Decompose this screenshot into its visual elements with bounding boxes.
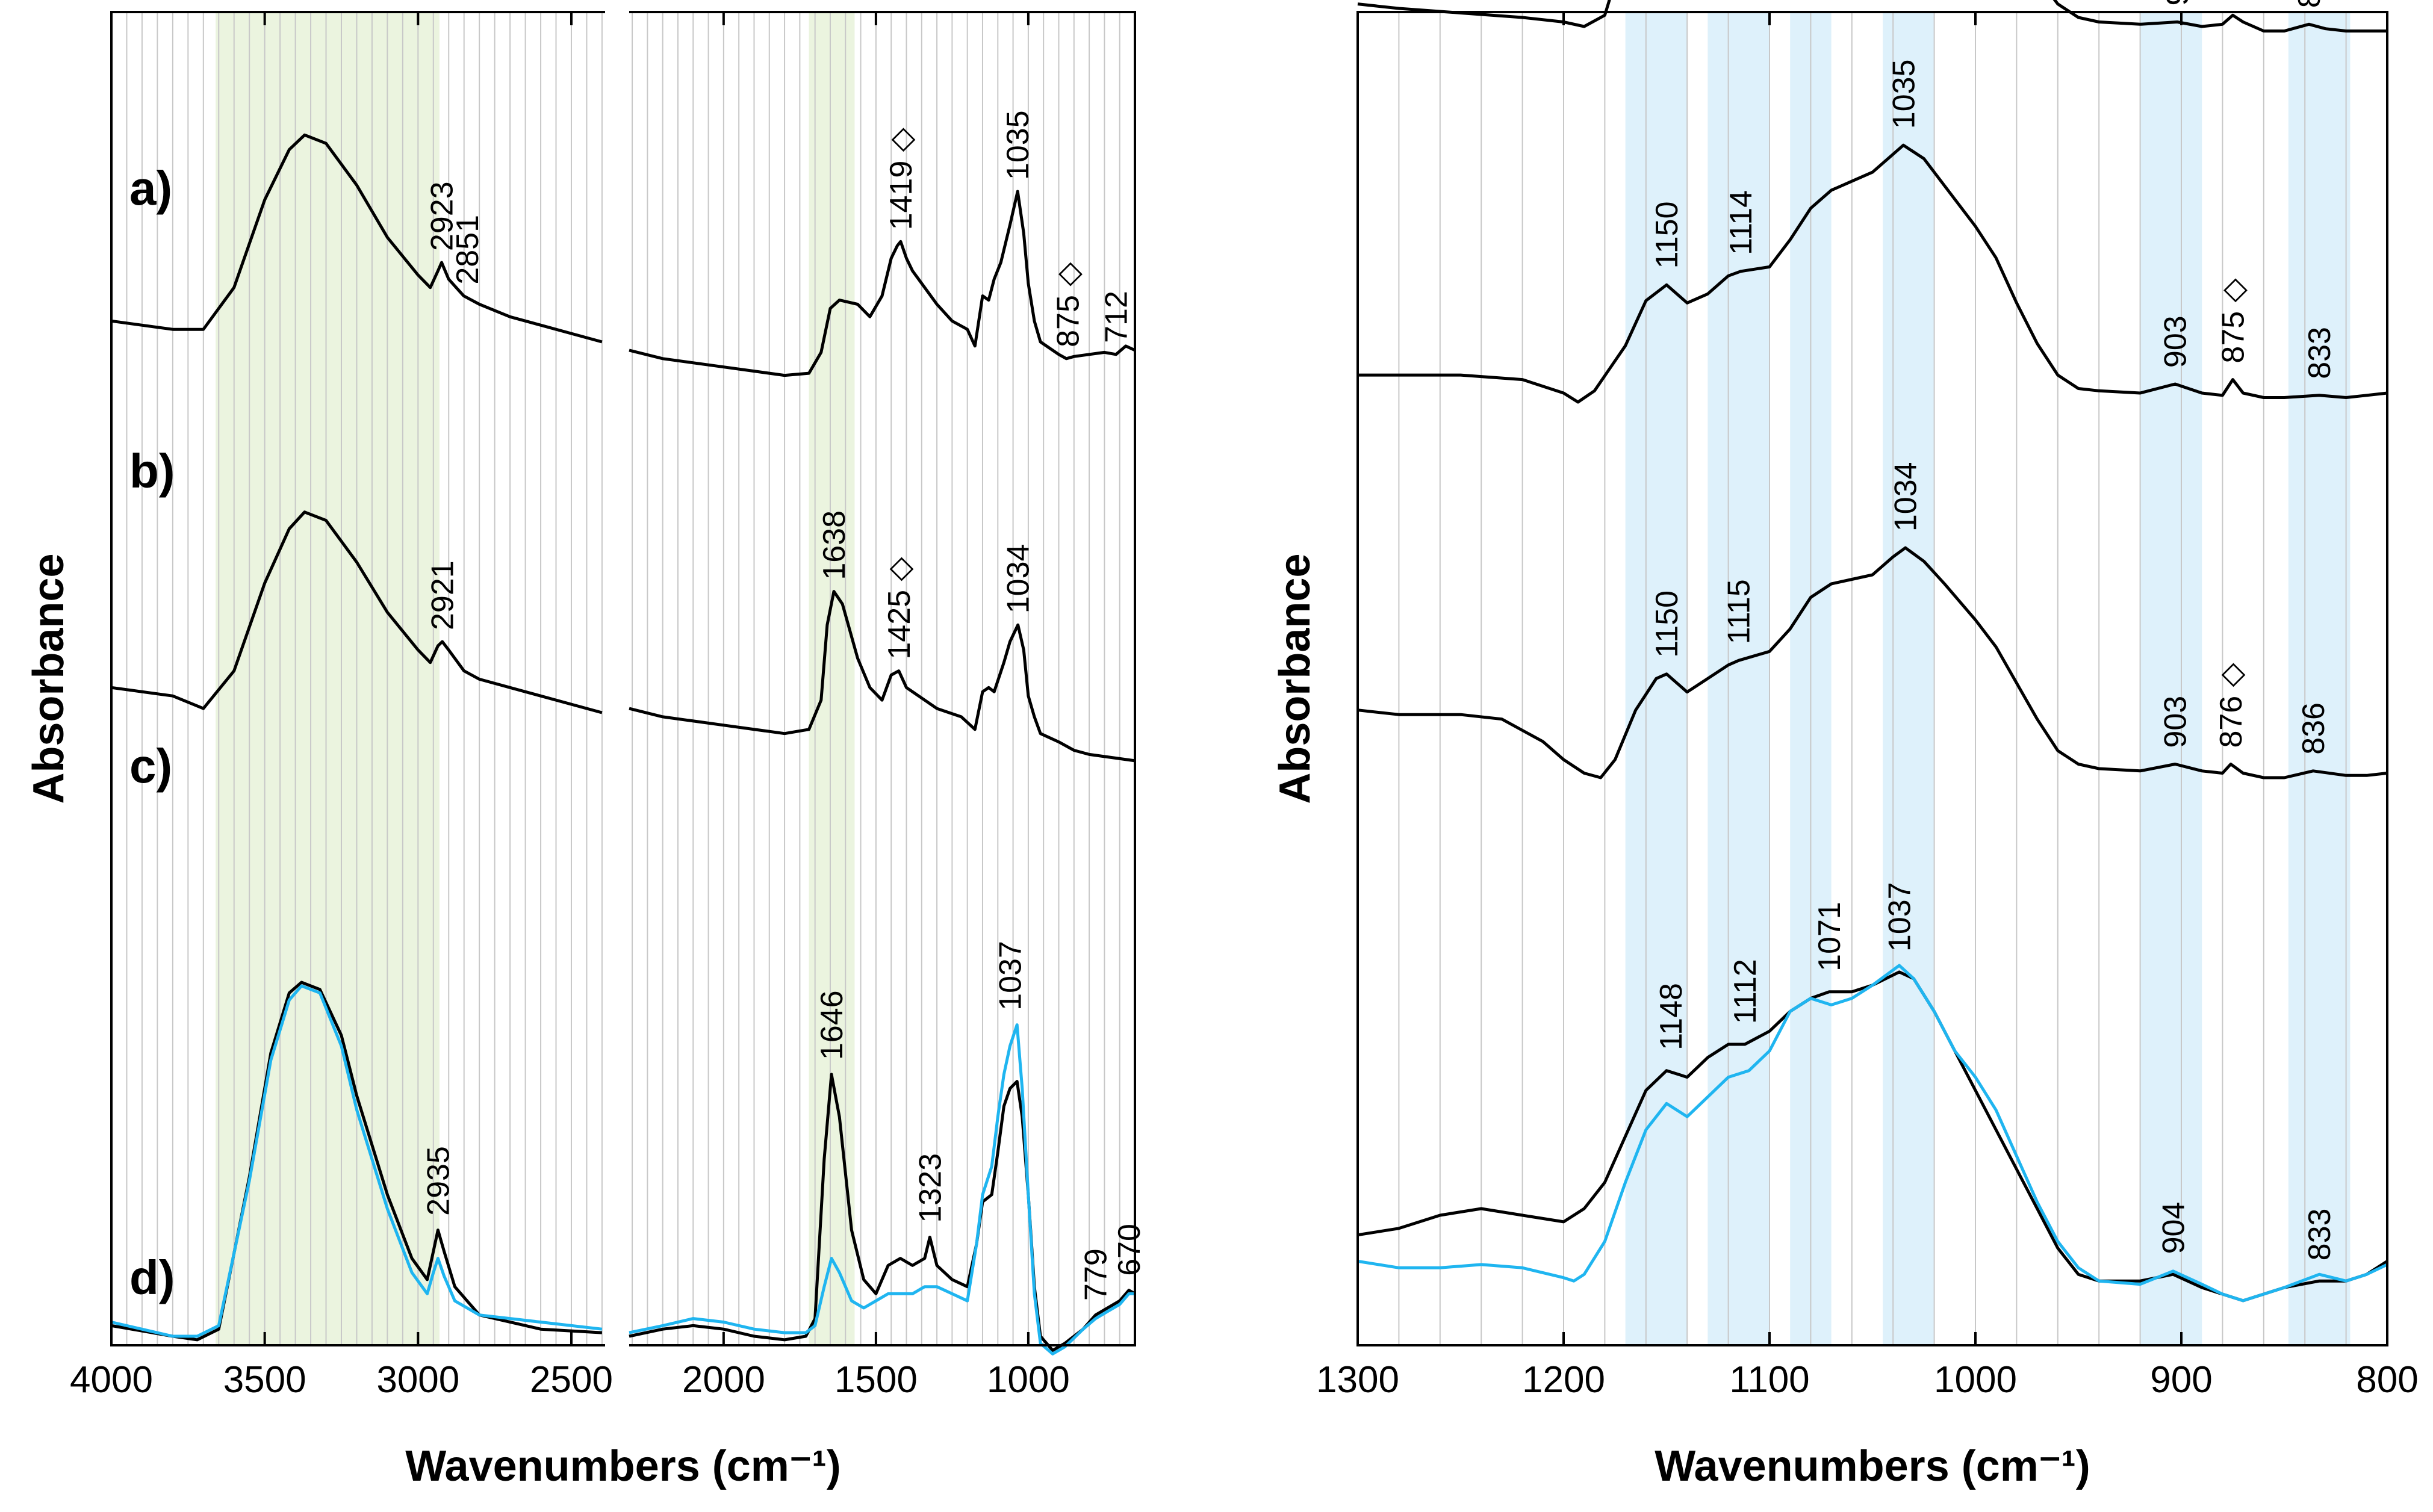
peak-label: 1115 <box>1722 579 1757 644</box>
shaded-region <box>2288 12 2351 1345</box>
x-axis-title: Wavenumbers (cm⁻¹) <box>405 1442 841 1490</box>
left-spectrum-panel: 291829502918 ◇1112875 ◇712◇6782923285114… <box>25 11 1147 1490</box>
shaded-region <box>809 12 855 1345</box>
x-tick-label: 1100 <box>1729 1359 1809 1401</box>
spectrum-line-c <box>629 590 1136 763</box>
peak-label: 1112 <box>1728 959 1763 1024</box>
spectrum-line-a <box>1357 0 2387 33</box>
spectrum-line-d-reference <box>1357 964 2388 1303</box>
peak-label: 2921 <box>426 560 461 630</box>
peak-label: 2935 <box>421 1146 456 1216</box>
peak-label: 833 <box>2302 1209 2337 1261</box>
peak-label: 1425 ◇ <box>882 557 917 659</box>
peak-label: 1037 <box>1882 882 1917 952</box>
peak-label: 833 <box>2302 327 2337 379</box>
spectrum-line-d-reference <box>629 1023 1135 1356</box>
peak-label: 1323 <box>913 1153 948 1223</box>
peak-label: 1071 <box>1812 902 1847 971</box>
peak-label: 904 <box>2156 1202 2191 1254</box>
peak-label: 712 <box>1099 291 1134 343</box>
plot-frame-right-segment <box>629 11 1136 1346</box>
sample-label: c) <box>129 739 172 793</box>
y-axis-title: Absorbance <box>25 553 73 804</box>
spectrum-line-b <box>629 190 1136 377</box>
spectrum-line-d <box>1357 970 2388 1303</box>
peak-label: 1035 <box>1001 110 1036 180</box>
peak-label: 779 <box>1079 1248 1114 1301</box>
spectrum-line-d <box>629 1073 1136 1352</box>
peak-label: 1035 <box>1886 60 1921 129</box>
x-tick-label: 1500 <box>834 1359 918 1401</box>
x-tick-label: 2000 <box>682 1359 765 1401</box>
x-axis-title: Wavenumbers (cm⁻¹) <box>1655 1442 2090 1490</box>
shaded-region <box>1883 12 1934 1345</box>
x-tick-label: 2500 <box>530 1359 613 1401</box>
peak-label: 2923 <box>425 181 460 251</box>
plot-frame <box>1356 11 2388 1346</box>
peak-label: 902 <box>2160 0 2195 6</box>
x-tick-label: 4000 <box>70 1359 153 1401</box>
spectrum-line-c <box>111 510 603 714</box>
shaded-region <box>1707 12 1770 1345</box>
peak-label: 875 ◇ <box>2216 278 2251 363</box>
shaded-region <box>2140 12 2202 1345</box>
x-tick-label: 1200 <box>1522 1359 1605 1401</box>
peak-label: 2851 <box>450 215 485 285</box>
peak-label: 1419 ◇ <box>884 128 919 230</box>
y-axis-title: Absorbance <box>1271 553 1319 804</box>
x-tick-label: 1000 <box>1934 1359 2017 1401</box>
peak-label: 1148 <box>1654 983 1689 1050</box>
x-tick-label: 3500 <box>223 1359 306 1401</box>
peak-label: 1646 <box>815 990 850 1060</box>
x-tick-label: 800 <box>2356 1359 2418 1401</box>
sample-label: d) <box>129 1251 175 1304</box>
x-tick-label: 1000 <box>987 1359 1070 1401</box>
peak-label: 836 <box>2296 702 2331 755</box>
spectrum-line-b <box>111 133 603 344</box>
peak-label: 1114 <box>1724 190 1759 255</box>
x-tick-label: 900 <box>2150 1359 2212 1401</box>
peak-label: 1150 <box>1650 202 1685 269</box>
sample-label: a) <box>129 161 172 215</box>
x-tick-label: 1300 <box>1316 1359 1399 1401</box>
peak-label: 875 ◇ <box>1051 262 1086 347</box>
peak-label: 876 ◇ <box>2214 663 2249 748</box>
peak-label: 903 <box>2158 696 2193 748</box>
axis-break-gap <box>605 12 629 1345</box>
peak-label: 1037 <box>993 941 1028 1011</box>
right-spectrum-panel: 1152111210601035902875 ◇8381150111410359… <box>1271 0 2419 1490</box>
peak-label: 838 <box>2292 0 2327 8</box>
spectrum-line-d-reference <box>111 984 603 1338</box>
sample-label: b) <box>129 444 175 498</box>
peak-label: 1150 <box>1650 590 1685 658</box>
spectrum-line-b <box>1358 143 2388 404</box>
spectrum-line-c <box>1357 546 2388 779</box>
peak-label: 1034 <box>1889 462 1924 531</box>
peak-label: 903 <box>2158 315 2193 368</box>
peak-label: 1034 <box>1001 544 1036 614</box>
peak-label: 670 <box>1112 1224 1147 1276</box>
peak-label: 1638 <box>817 510 852 580</box>
plot-frame-left-segment <box>110 11 605 1346</box>
x-tick-label: 3000 <box>376 1359 459 1401</box>
